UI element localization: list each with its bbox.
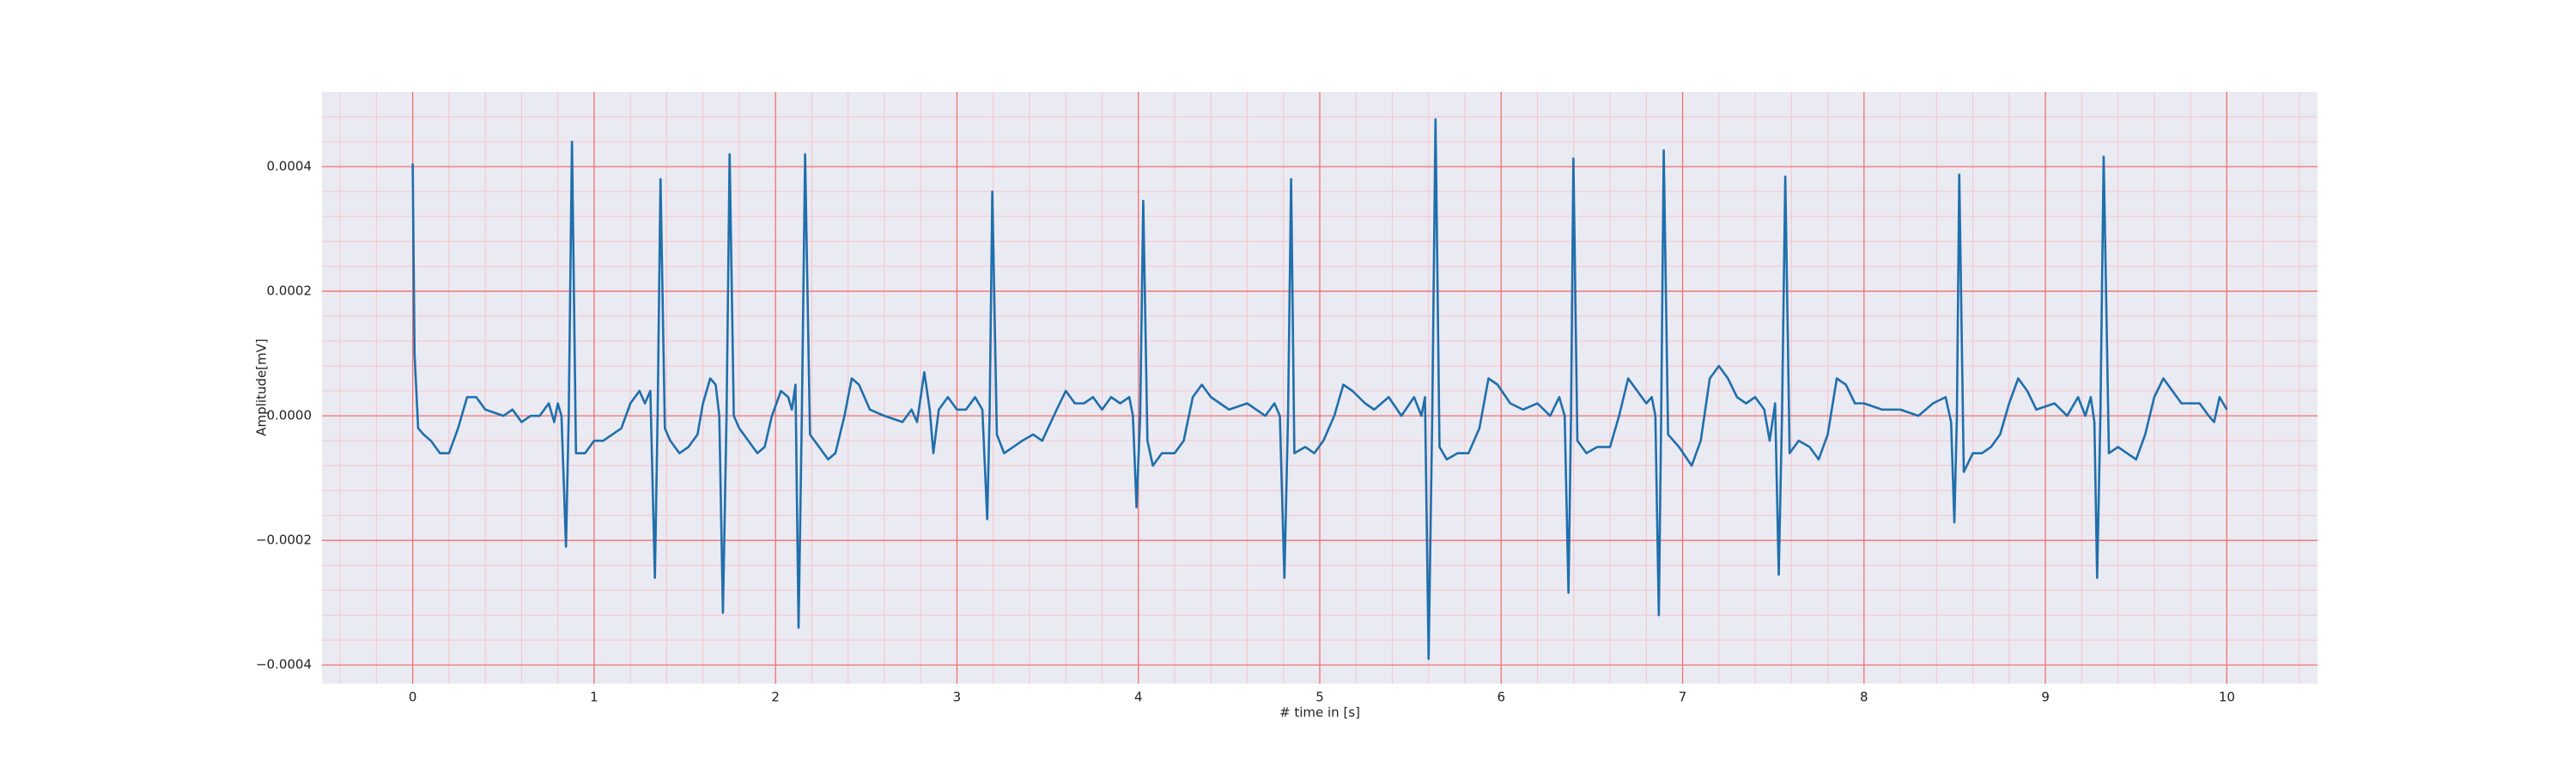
y-tick-label: −0.0002	[256, 533, 312, 548]
x-axis-label: # time in [s]	[1279, 705, 1360, 721]
y-tick-label: 0.0002	[267, 283, 313, 299]
y-axis-label: Amplitude[mV]	[254, 338, 270, 435]
x-tick-label: 0	[409, 690, 417, 705]
x-tick-label: 10	[2219, 690, 2235, 705]
x-tick-label: 1	[590, 690, 598, 705]
x-tick-label: 9	[2041, 690, 2050, 705]
y-tick-label: 0.0004	[267, 159, 313, 174]
x-tick-label: 3	[953, 690, 962, 705]
x-tick-label: 5	[1315, 690, 1324, 705]
x-tick-label: 7	[1679, 690, 1687, 705]
x-tick-label: 4	[1134, 690, 1143, 705]
x-tick-label: 6	[1497, 690, 1505, 705]
y-tick-label: 0.0000	[267, 408, 313, 423]
y-tick-label: −0.0004	[256, 657, 312, 673]
x-tick-label: 2	[771, 690, 780, 705]
x-tick-label: 8	[1860, 690, 1868, 705]
ecg-line	[411, 118, 2228, 660]
